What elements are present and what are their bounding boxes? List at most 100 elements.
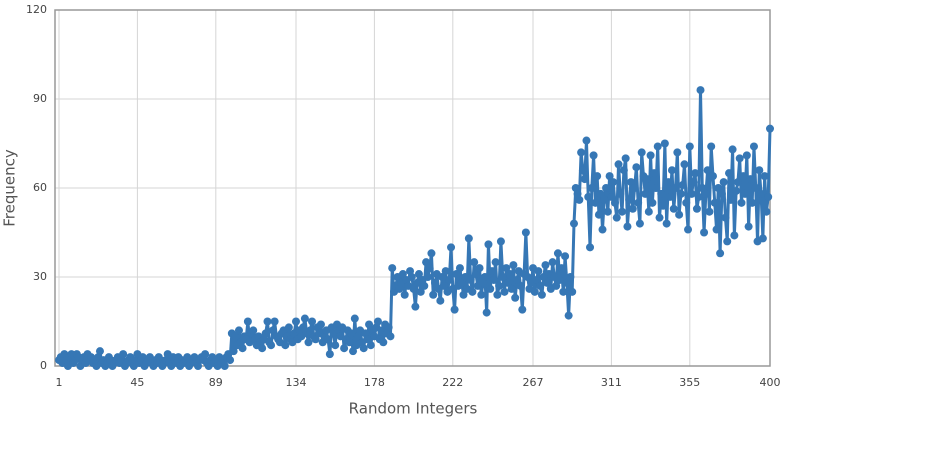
data-point [689, 178, 698, 187]
data-point [365, 320, 374, 329]
plot-border [54, 9, 771, 367]
data-point [488, 267, 497, 276]
data-point [557, 264, 566, 273]
data-point [489, 275, 498, 284]
data-point [648, 198, 657, 207]
data-point [589, 151, 598, 160]
data-point [270, 317, 279, 326]
data-point [667, 166, 676, 175]
data-point [664, 178, 673, 187]
data-point [618, 207, 627, 216]
data-point [484, 240, 493, 249]
data-point [441, 267, 450, 276]
data-point [561, 252, 570, 261]
data-point [429, 290, 438, 299]
data-point [653, 142, 662, 151]
data-point [452, 270, 461, 279]
data-point [584, 192, 593, 201]
data-point [749, 142, 758, 151]
y-tick-label: 30 [33, 270, 47, 283]
data-point [726, 195, 735, 204]
data-point [680, 160, 689, 169]
data-point [596, 189, 605, 198]
data-point [733, 178, 742, 187]
data-point [306, 326, 315, 335]
data-point [263, 317, 272, 326]
data-point [455, 264, 464, 273]
data-point [716, 249, 725, 258]
data-point [559, 287, 568, 296]
data-point [536, 281, 545, 290]
data-point [650, 169, 659, 178]
data-point [760, 172, 769, 181]
data-point [691, 169, 700, 178]
data-point [512, 275, 521, 284]
data-point [425, 264, 434, 273]
data-point [384, 323, 393, 332]
data-point [725, 169, 734, 178]
data-point [742, 151, 751, 160]
data-point [471, 270, 480, 279]
data-point [516, 281, 525, 290]
y-tick-label: 0 [40, 359, 47, 372]
data-point [416, 287, 425, 296]
data-point [655, 213, 664, 222]
data-point [532, 275, 541, 284]
data-point [234, 326, 243, 335]
data-point [627, 178, 636, 187]
x-tick-label: 178 [364, 376, 385, 389]
data-point [493, 290, 502, 299]
data-point [311, 335, 320, 344]
data-point [698, 184, 707, 192]
data-point [268, 326, 277, 335]
data-point [593, 172, 602, 181]
data-point [511, 293, 520, 302]
data-point [281, 341, 290, 350]
data-point [366, 341, 375, 350]
data-point [552, 281, 561, 290]
data-point [764, 192, 773, 201]
data-point [420, 281, 429, 290]
data-point [220, 362, 229, 370]
data-point [316, 320, 325, 329]
data-point [623, 222, 632, 231]
x-tick-label: 400 [760, 376, 781, 389]
data-point [464, 234, 473, 243]
data-point [292, 317, 300, 326]
data-point [119, 350, 128, 359]
data-point [243, 317, 252, 326]
data-point [732, 186, 741, 195]
data-point [591, 198, 600, 207]
data-point [502, 264, 511, 273]
data-point [495, 281, 504, 290]
data-point [610, 198, 619, 207]
data-point [521, 228, 530, 237]
y-tick-label: 60 [33, 181, 47, 194]
data-point [486, 284, 495, 293]
data-point [744, 222, 753, 231]
data-point [482, 308, 491, 317]
data-point [621, 154, 630, 163]
data-point [717, 189, 726, 198]
data-point [450, 305, 459, 314]
data-point [735, 154, 744, 163]
data-point [414, 270, 423, 279]
data-point [602, 184, 611, 192]
data-point [632, 163, 641, 172]
data-point [388, 264, 397, 273]
data-point [719, 178, 728, 187]
data-point [728, 145, 737, 154]
data-point [675, 210, 684, 219]
data-point [363, 335, 372, 344]
data-point [682, 198, 691, 207]
data-point [267, 341, 276, 350]
data-point [600, 195, 609, 204]
data-point [705, 207, 714, 216]
data-point [439, 281, 448, 290]
data-point [359, 344, 368, 353]
data-point [349, 347, 358, 356]
data-point [505, 270, 514, 279]
data-point [625, 195, 634, 204]
data-point [299, 323, 308, 332]
data-point [427, 249, 436, 258]
